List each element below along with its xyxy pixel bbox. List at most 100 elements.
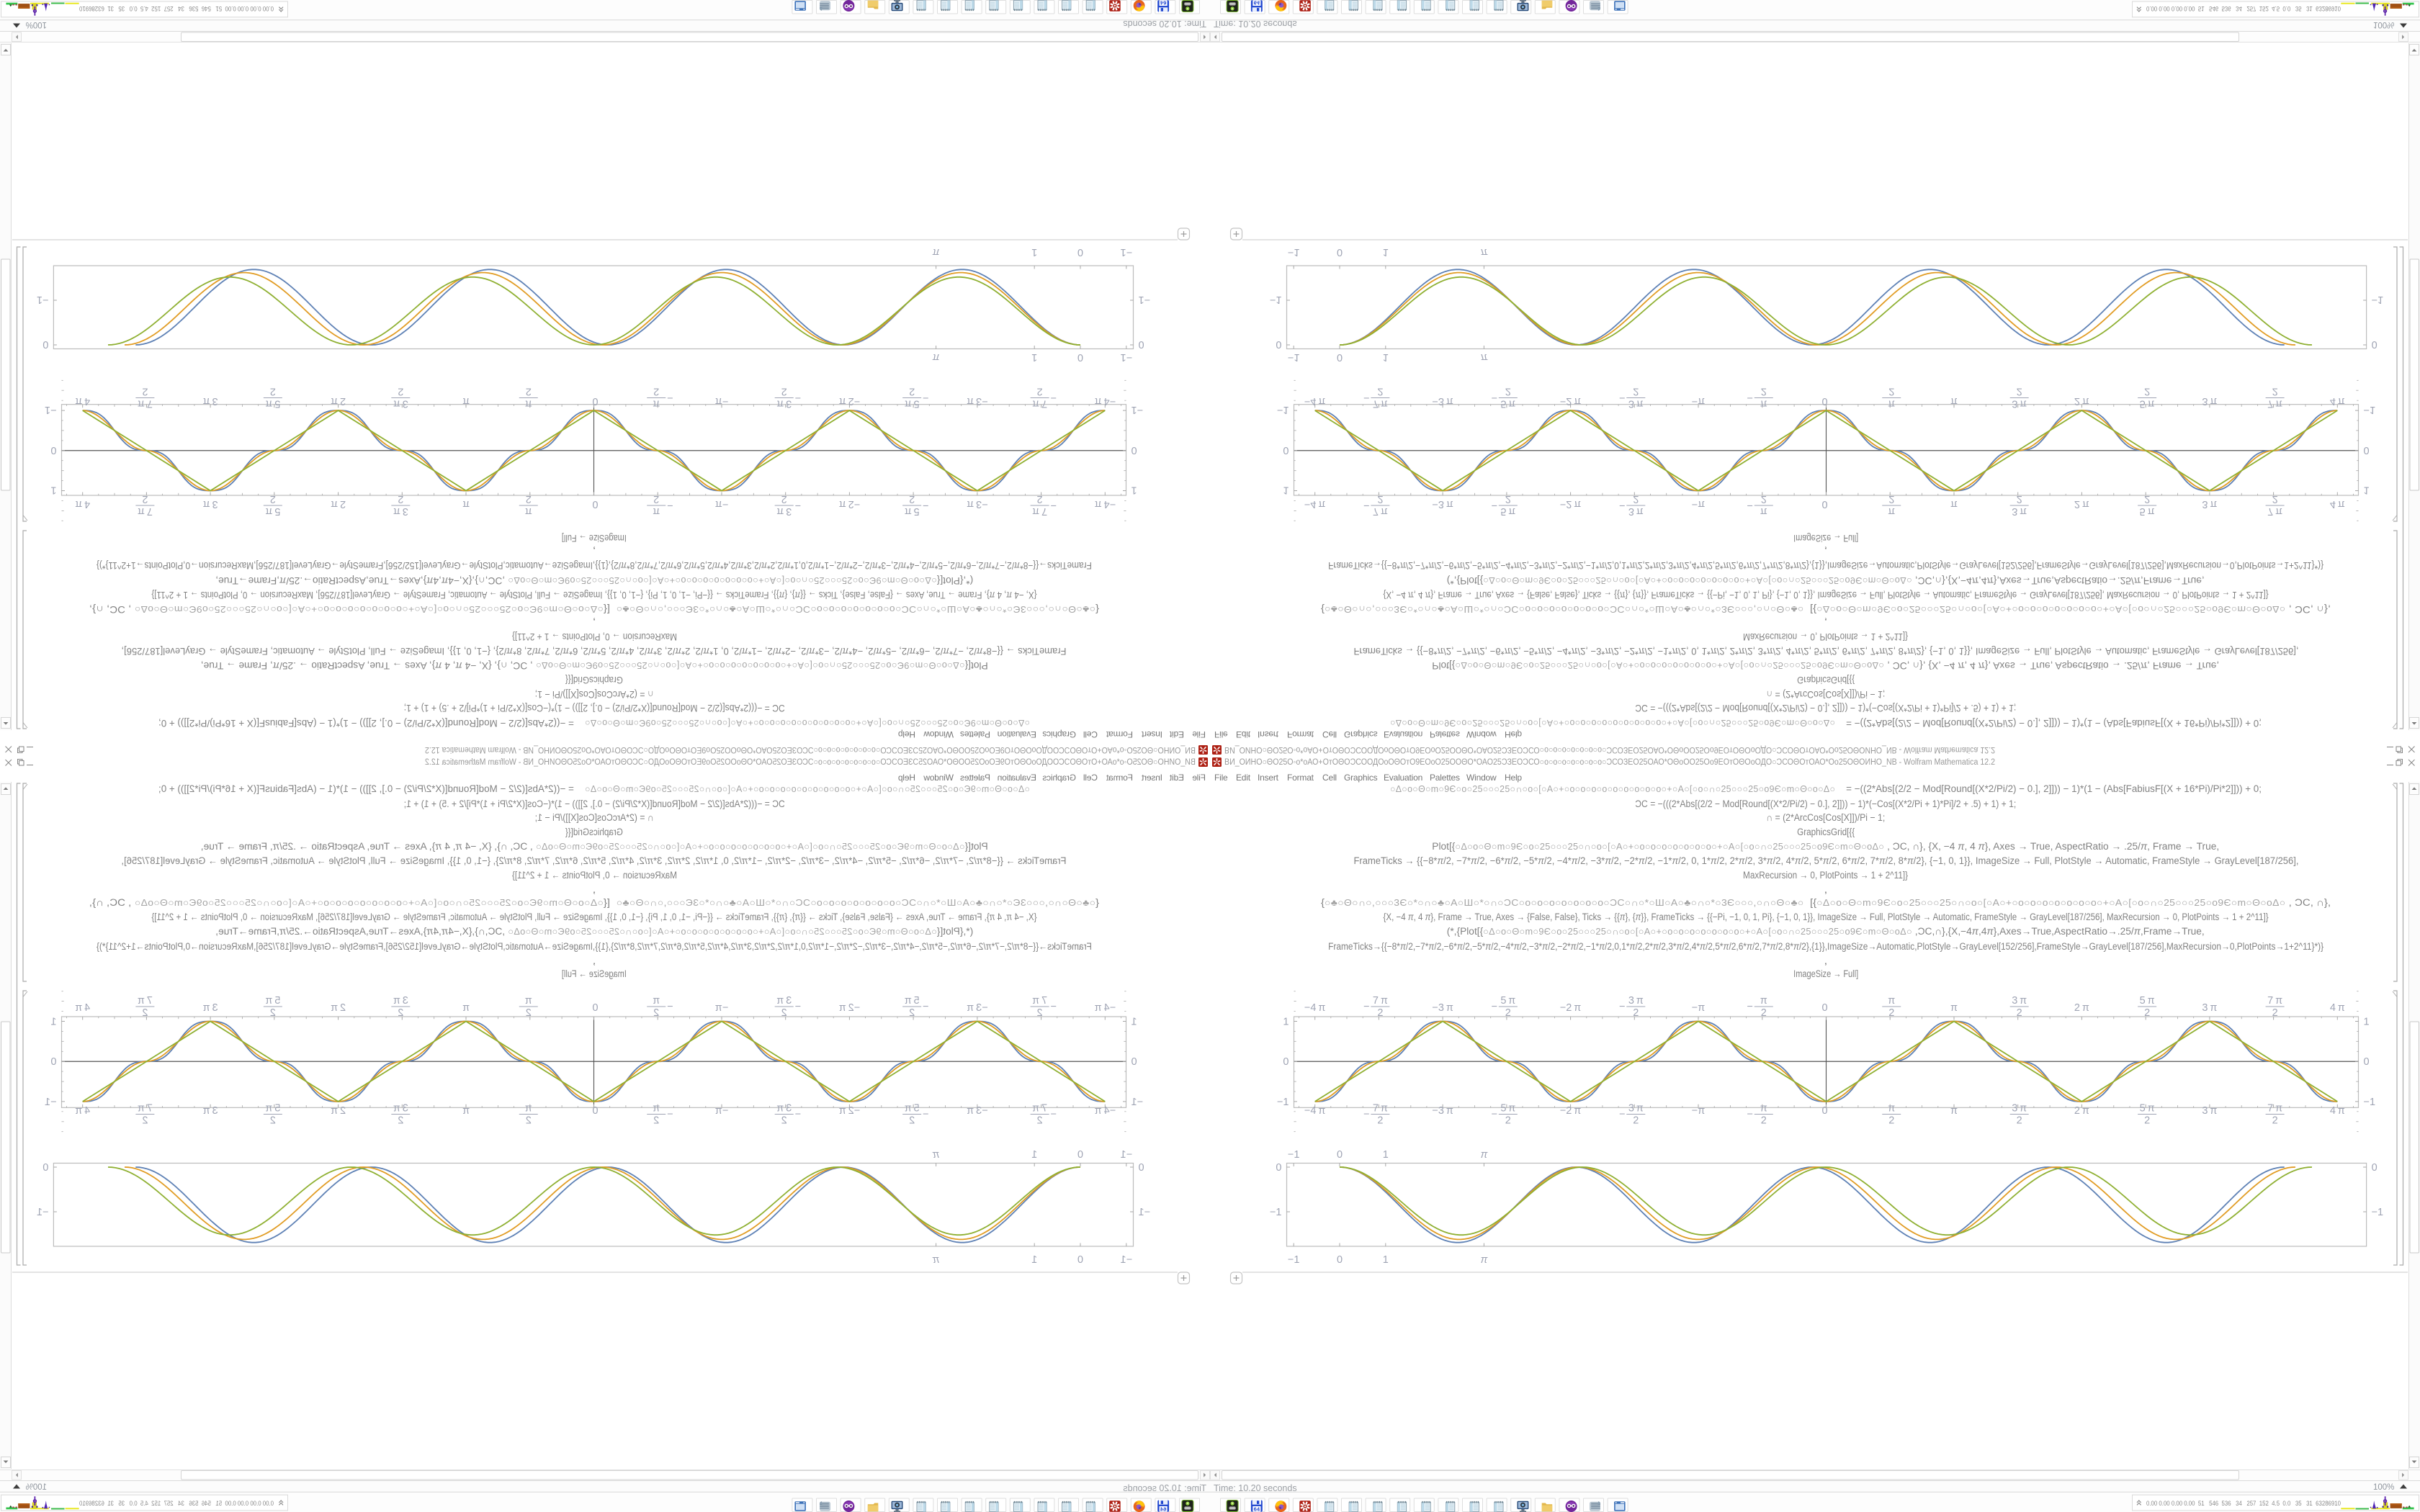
svg-text:2: 2	[653, 1007, 659, 1019]
svg-text:2: 2	[2144, 493, 2150, 505]
svg-text:−: −	[667, 1002, 673, 1013]
svg-text:−: −	[1050, 392, 1056, 403]
svg-text:7 π: 7 π	[2267, 398, 2282, 410]
svg-text:2: 2	[270, 1115, 276, 1127]
svg-text:0: 0	[1131, 1056, 1137, 1068]
svg-text:−1: −1	[45, 1097, 57, 1108]
svg-text:2: 2	[781, 1115, 787, 1127]
svg-text:−: −	[923, 500, 928, 511]
svg-text:−2 π: −2 π	[839, 498, 860, 510]
svg-text:2: 2	[2272, 1115, 2278, 1127]
svg-text:5 π: 5 π	[265, 1103, 280, 1115]
svg-text:2 π: 2 π	[2074, 498, 2089, 510]
svg-text:7 π: 7 π	[138, 398, 153, 410]
svg-text:2: 2	[1633, 386, 1639, 397]
svg-text:4 π: 4 π	[75, 1105, 90, 1117]
svg-text:−: −	[1747, 1109, 1753, 1120]
svg-text:−1: −1	[1131, 1097, 1144, 1108]
svg-text:−1: −1	[1121, 1254, 1133, 1266]
svg-text:π: π	[462, 1002, 470, 1014]
svg-text:7 π: 7 π	[1032, 1103, 1047, 1115]
svg-text:4 π: 4 π	[75, 395, 90, 407]
svg-text:−: −	[1747, 500, 1753, 511]
svg-text:−1: −1	[37, 1207, 49, 1218]
svg-text:−: −	[667, 1109, 673, 1120]
svg-text:0: 0	[1821, 1002, 1827, 1014]
svg-text:4 π: 4 π	[2330, 1002, 2345, 1014]
svg-text:2: 2	[909, 1115, 915, 1127]
svg-text:64: 64	[1254, 0, 1260, 6]
svg-text:7 π: 7 π	[138, 995, 153, 1007]
svg-text:−3 π: −3 π	[1432, 395, 1453, 407]
svg-text:−π: −π	[715, 395, 728, 407]
svg-text:2: 2	[1761, 1115, 1767, 1127]
svg-text:5 π: 5 π	[905, 1103, 920, 1115]
svg-text:−1: −1	[1121, 1149, 1133, 1161]
svg-text:π: π	[1481, 246, 1488, 258]
svg-text:2: 2	[526, 386, 532, 397]
svg-text:−1: −1	[2364, 404, 2376, 415]
svg-text:−4 π: −4 π	[1304, 1105, 1325, 1117]
svg-text:−: −	[1747, 1002, 1753, 1013]
svg-text:2: 2	[1505, 1115, 1511, 1127]
svg-text:2: 2	[1377, 493, 1383, 505]
svg-text:0: 0	[1276, 1162, 1281, 1174]
svg-text:−: −	[1619, 1109, 1625, 1120]
svg-text:7 π: 7 π	[138, 1103, 153, 1115]
svg-text:π: π	[1950, 395, 1958, 407]
svg-text:−4 π: −4 π	[1304, 498, 1325, 510]
svg-text:π: π	[1950, 1105, 1958, 1117]
svg-text:0: 0	[1077, 246, 1083, 258]
svg-text:2: 2	[270, 493, 276, 505]
svg-text:2: 2	[1761, 1007, 1767, 1019]
svg-text:2 π: 2 π	[2074, 395, 2089, 407]
svg-text:0: 0	[1821, 1105, 1827, 1117]
svg-text:2: 2	[781, 493, 787, 505]
svg-text:−2 π: −2 π	[839, 395, 860, 407]
svg-text:2: 2	[1037, 1115, 1043, 1127]
svg-text:−: −	[794, 500, 800, 511]
svg-text:7 π: 7 π	[2267, 995, 2282, 1007]
svg-text:−1: −1	[2372, 1207, 2384, 1218]
svg-text:3 π: 3 π	[776, 1103, 792, 1115]
svg-text:1: 1	[50, 1017, 56, 1028]
svg-text:0: 0	[1283, 444, 1289, 456]
svg-text:π: π	[525, 505, 532, 517]
svg-text:0: 0	[1139, 1162, 1144, 1174]
svg-text:5 π: 5 π	[265, 995, 280, 1007]
svg-text:−: −	[923, 1109, 928, 1120]
svg-text:−π: −π	[1692, 1002, 1705, 1014]
svg-text:2: 2	[1633, 1007, 1639, 1019]
svg-text:2: 2	[1888, 1115, 1894, 1127]
svg-text:−3 π: −3 π	[967, 1105, 987, 1117]
svg-text:2: 2	[2017, 493, 2022, 505]
svg-text:−3 π: −3 π	[967, 498, 987, 510]
svg-text:2: 2	[1888, 386, 1894, 397]
svg-text:2: 2	[653, 386, 659, 397]
svg-text:−: −	[1363, 500, 1369, 511]
svg-text:2: 2	[270, 386, 276, 397]
svg-text:3 π: 3 π	[2202, 1105, 2217, 1117]
svg-text:7 π: 7 π	[1373, 1103, 1388, 1115]
svg-text:5 π: 5 π	[1500, 505, 1515, 517]
svg-text:1: 1	[2364, 485, 2370, 496]
svg-text:−: −	[1492, 1002, 1497, 1013]
svg-text:3 π: 3 π	[2012, 398, 2027, 410]
svg-text:−: −	[1619, 392, 1625, 403]
svg-text:2: 2	[2144, 386, 2150, 397]
svg-text:5 π: 5 π	[1500, 1103, 1515, 1115]
svg-text:−1: −1	[1139, 1207, 1151, 1218]
svg-text:−π: −π	[1692, 395, 1705, 407]
svg-text:−4 π: −4 π	[1304, 1002, 1325, 1014]
svg-text:0: 0	[42, 338, 48, 350]
svg-text:−: −	[1619, 500, 1625, 511]
svg-text:1: 1	[1031, 246, 1037, 258]
svg-text:0: 0	[1139, 338, 1144, 350]
svg-text:−3 π: −3 π	[967, 395, 987, 407]
svg-text:2: 2	[398, 386, 403, 397]
svg-text:7 π: 7 π	[1032, 505, 1047, 517]
svg-text:64: 64	[1254, 1506, 1260, 1512]
svg-text:π: π	[1760, 995, 1767, 1007]
svg-text:4 π: 4 π	[2330, 498, 2345, 510]
svg-text:2 π: 2 π	[2074, 1002, 2089, 1014]
